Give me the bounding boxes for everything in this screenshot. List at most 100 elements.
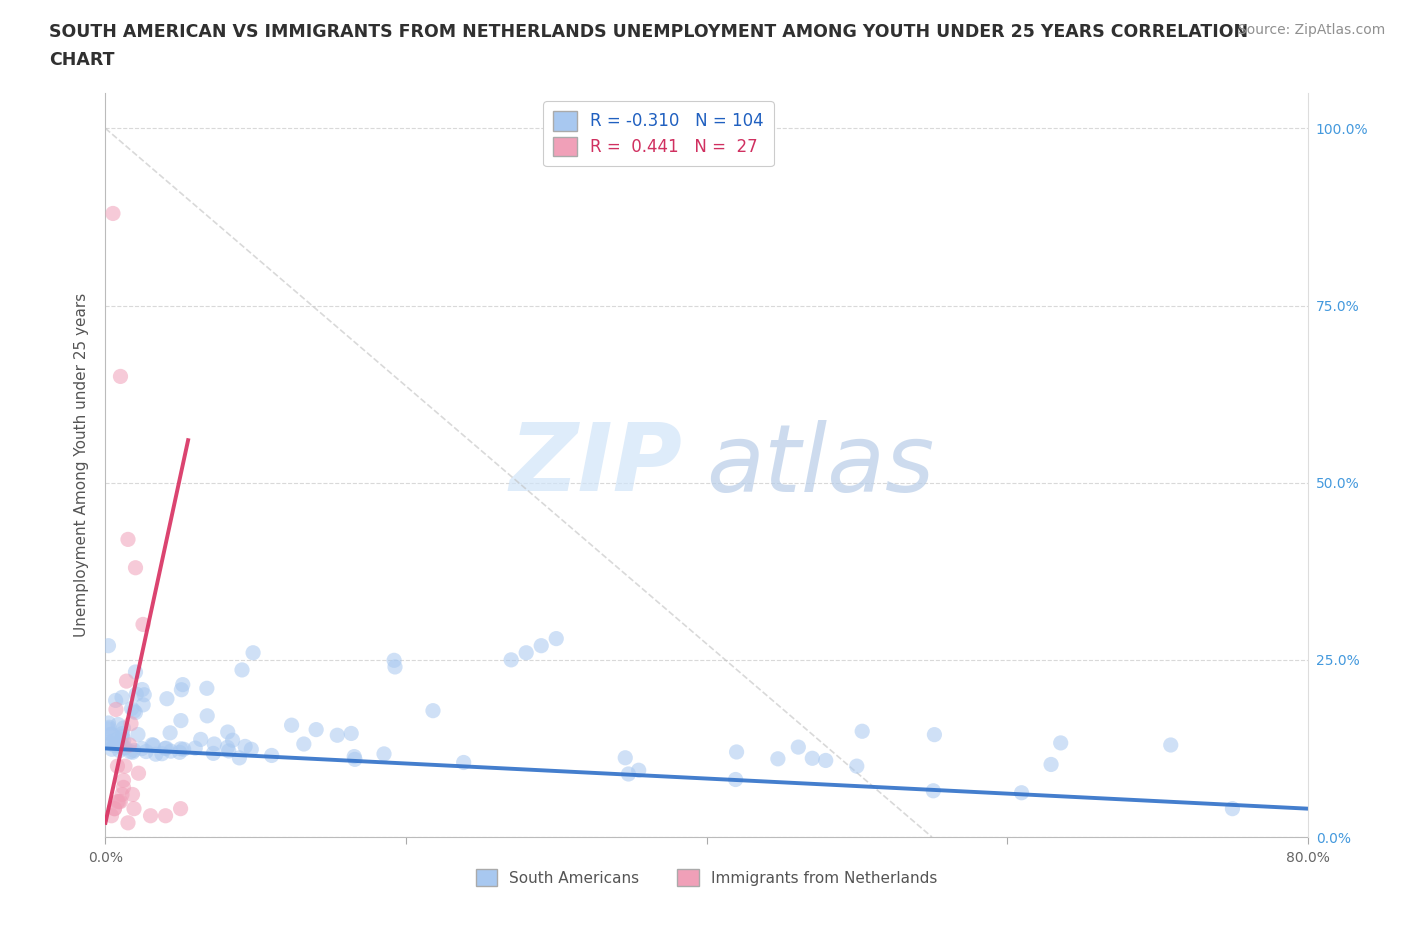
- Point: [614, 751, 637, 765]
- Point: [172, 677, 194, 692]
- Point: [103, 802, 125, 817]
- Point: [107, 794, 129, 809]
- Point: [97, 715, 120, 730]
- Point: [110, 369, 132, 384]
- Point: [122, 802, 145, 817]
- Point: [110, 736, 132, 751]
- Point: [111, 726, 134, 741]
- Point: [845, 759, 868, 774]
- Text: CHART: CHART: [49, 51, 115, 69]
- Point: [501, 653, 523, 668]
- Point: [170, 713, 193, 728]
- Point: [343, 752, 366, 767]
- Point: [122, 704, 145, 719]
- Point: [814, 753, 837, 768]
- Legend: South Americans, Immigrants from Netherlands: South Americans, Immigrants from Netherl…: [470, 863, 943, 893]
- Text: ZIP: ZIP: [509, 419, 682, 511]
- Point: [115, 673, 138, 688]
- Point: [97, 722, 120, 737]
- Point: [231, 662, 253, 677]
- Point: [233, 739, 256, 754]
- Point: [453, 755, 475, 770]
- Text: Source: ZipAtlas.com: Source: ZipAtlas.com: [1237, 23, 1385, 37]
- Point: [98, 720, 121, 735]
- Point: [373, 747, 395, 762]
- Point: [121, 787, 143, 802]
- Point: [159, 725, 181, 740]
- Point: [1040, 757, 1063, 772]
- Point: [340, 726, 363, 741]
- Point: [132, 617, 155, 631]
- Point: [132, 698, 155, 712]
- Point: [184, 740, 207, 755]
- Point: [103, 802, 125, 817]
- Point: [120, 744, 142, 759]
- Point: [141, 737, 163, 752]
- Point: [156, 691, 179, 706]
- Point: [924, 727, 946, 742]
- Point: [169, 745, 191, 760]
- Point: [195, 681, 218, 696]
- Point: [108, 794, 131, 809]
- Point: [169, 802, 191, 817]
- Point: [121, 745, 143, 760]
- Y-axis label: Unemployment Among Youth under 25 years: Unemployment Among Youth under 25 years: [75, 293, 90, 637]
- Point: [142, 737, 165, 752]
- Point: [326, 728, 349, 743]
- Point: [112, 773, 135, 788]
- Point: [107, 759, 129, 774]
- Point: [305, 723, 328, 737]
- Point: [260, 748, 283, 763]
- Point: [160, 744, 183, 759]
- Point: [101, 742, 124, 757]
- Point: [153, 741, 176, 756]
- Point: [101, 734, 124, 749]
- Text: SOUTH AMERICAN VS IMMIGRANTS FROM NETHERLANDS UNEMPLOYMENT AMONG YOUTH UNDER 25 : SOUTH AMERICAN VS IMMIGRANTS FROM NETHER…: [49, 23, 1249, 41]
- Point: [131, 682, 153, 697]
- Point: [107, 731, 129, 746]
- Point: [240, 742, 263, 757]
- Point: [801, 751, 824, 765]
- Point: [134, 687, 156, 702]
- Point: [114, 759, 136, 774]
- Point: [131, 741, 153, 756]
- Point: [422, 703, 444, 718]
- Point: [103, 737, 125, 752]
- Point: [787, 739, 810, 754]
- Point: [112, 732, 135, 747]
- Point: [139, 808, 162, 823]
- Point: [343, 750, 366, 764]
- Point: [111, 729, 134, 744]
- Point: [217, 724, 239, 739]
- Point: [1160, 737, 1182, 752]
- Point: [766, 751, 789, 766]
- Point: [155, 808, 177, 823]
- Point: [112, 780, 135, 795]
- Point: [922, 783, 945, 798]
- Point: [725, 745, 748, 760]
- Point: [135, 744, 157, 759]
- Point: [292, 737, 315, 751]
- Point: [1011, 785, 1033, 800]
- Point: [195, 709, 218, 724]
- Point: [150, 746, 173, 761]
- Point: [111, 787, 134, 802]
- Point: [97, 638, 120, 653]
- Point: [546, 631, 568, 646]
- Point: [190, 732, 212, 747]
- Point: [617, 766, 640, 781]
- Point: [530, 638, 553, 653]
- Point: [111, 690, 134, 705]
- Point: [202, 746, 225, 761]
- Point: [125, 686, 148, 701]
- Point: [114, 740, 136, 755]
- Point: [112, 740, 135, 755]
- Point: [1222, 802, 1244, 817]
- Point: [724, 772, 747, 787]
- Point: [280, 718, 302, 733]
- Point: [382, 653, 405, 668]
- Point: [173, 742, 195, 757]
- Point: [112, 721, 135, 736]
- Point: [120, 716, 142, 731]
- Point: [117, 816, 139, 830]
